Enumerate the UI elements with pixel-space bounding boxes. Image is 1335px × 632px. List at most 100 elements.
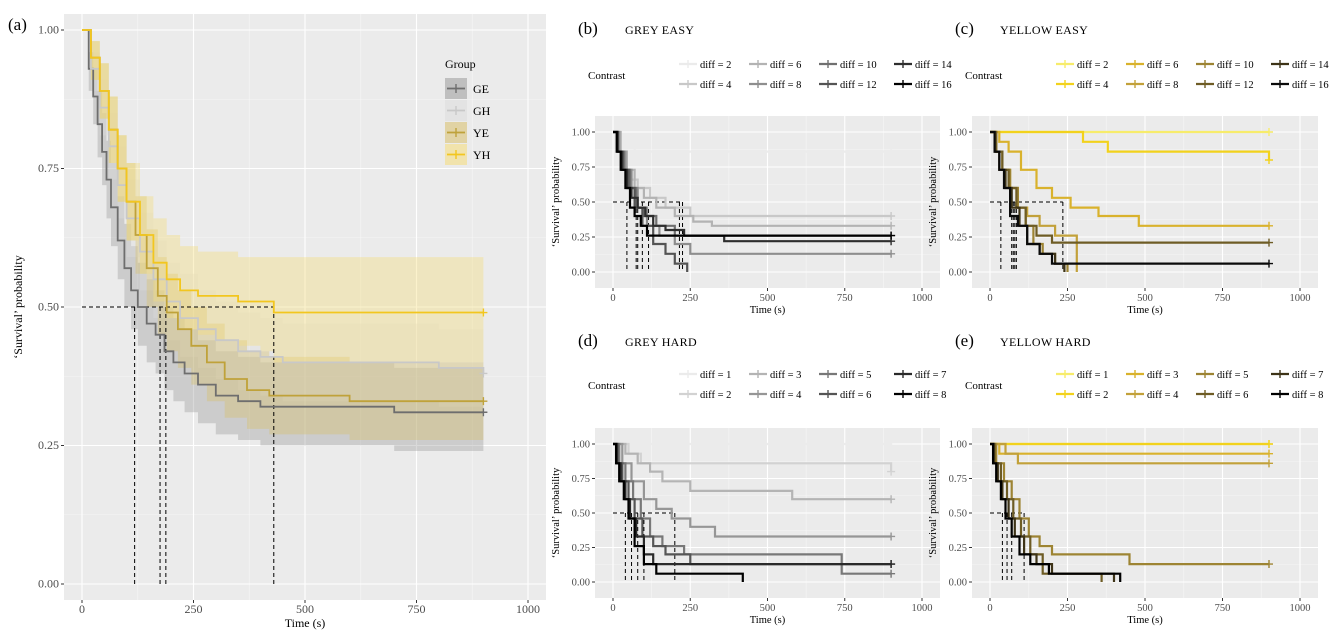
- survival-curve-diff-4: [990, 442, 1269, 465]
- x-axis-label: Time (s): [1127, 615, 1163, 626]
- y-tick-label: 1.00: [949, 440, 967, 451]
- legend-item: diff = 3: [1147, 370, 1178, 381]
- y-tick-label: 0.75: [949, 474, 967, 485]
- legend-item: diff = 4: [770, 390, 802, 401]
- legend-item: diff = 8: [770, 80, 801, 91]
- panel-b: (b) GREY EASY 0 250 500 750 1000 0.00 0.25 0.50 0.…: [551, 19, 952, 316]
- legend-item: diff = 4: [700, 80, 732, 91]
- y-tick-label: 0.50: [949, 509, 967, 520]
- censor-mark: [1265, 449, 1273, 458]
- survival-curve-diff-4: [613, 442, 892, 538]
- y-tick-label: 0.25: [949, 233, 967, 244]
- legend-title: Contrast: [588, 380, 625, 392]
- x-axis-label: Time (s): [285, 616, 326, 630]
- confidence-band-ge: [82, 30, 484, 451]
- censor-mark: [1265, 560, 1273, 569]
- x-tick-label: 750: [837, 293, 853, 304]
- survival-curve-gh: [82, 29, 485, 374]
- y-axis-label: ‘Survival’ probability: [551, 467, 562, 558]
- legend-title: Contrast: [965, 380, 1002, 392]
- legend-item: GE: [473, 82, 489, 96]
- legend-title: Contrast: [588, 70, 625, 82]
- censor-mark: [1265, 259, 1273, 268]
- censor-mark: [887, 449, 896, 458]
- x-tick-label: 1000: [912, 293, 933, 304]
- confidence-band-yh: [82, 30, 484, 363]
- x-tick-label: 500: [1137, 293, 1153, 304]
- censor-mark: [887, 212, 896, 220]
- x-tick-label: 250: [682, 293, 698, 304]
- panel-d: (d) GREY HARD 0 250 500 750 1000 0.00 0.25 0.50 0.…: [551, 331, 946, 626]
- legend-item: diff = 12: [1217, 80, 1254, 91]
- censor-mark: [887, 231, 896, 240]
- legend-item: YH: [473, 148, 491, 162]
- y-tick-label: 0.50: [949, 198, 967, 209]
- censor-mark: [1265, 221, 1273, 230]
- x-tick-label: 0: [610, 293, 615, 304]
- x-tick-label: 250: [682, 603, 698, 614]
- survival-curve-diff-8: [613, 442, 744, 582]
- censor-mark: [887, 495, 896, 504]
- y-tick-label: 0.25: [949, 543, 967, 554]
- legend-item: diff = 10: [1217, 60, 1254, 71]
- censor-mark: [887, 147, 896, 156]
- panel-label: (a): [8, 15, 27, 34]
- censor-mark: [1265, 459, 1273, 468]
- x-axis-label: Time (s): [1127, 305, 1163, 316]
- panel-title: YELLOW EASY: [1000, 23, 1088, 37]
- y-tick-label: 0.50: [38, 300, 59, 314]
- y-tick-label: 0.75: [38, 161, 59, 175]
- censor-mark: [479, 408, 488, 417]
- panel-e: (e) YELLOW HARD 0 250 500 750 1000 0.00 0.25 0.50…: [928, 331, 1323, 626]
- legend-item: diff = 5: [1217, 370, 1248, 381]
- x-tick-label: 0: [79, 602, 85, 616]
- censor-mark: [887, 467, 896, 476]
- y-tick-label: 0.00: [572, 578, 590, 589]
- x-tick-label: 750: [408, 602, 426, 616]
- legend-item: diff = 5: [840, 370, 871, 381]
- panel-a: (a) 0 250 500 750 1000 0.00 0.25 0.50 0.75 1.00 Tim…: [8, 14, 546, 630]
- y-tick-label: 1.00: [38, 23, 59, 37]
- censor-mark: [1265, 128, 1273, 136]
- legend-item: diff = 6: [770, 60, 801, 71]
- x-tick-label: 250: [185, 602, 203, 616]
- panel-label: (b): [578, 19, 598, 38]
- legend-item: diff = 2: [1077, 390, 1108, 401]
- legend-item: diff = 16: [1292, 80, 1329, 91]
- x-tick-label: 500: [760, 293, 776, 304]
- survival-curve-diff-4: [990, 130, 1271, 160]
- survival-curve-diff-16: [613, 130, 892, 237]
- y-tick-label: 0.00: [949, 578, 967, 589]
- x-tick-label: 0: [987, 293, 992, 304]
- y-axis-label: ‘Survival’ probability: [551, 156, 562, 247]
- survival-curve-diff-8: [990, 442, 1122, 582]
- x-tick-label: 750: [1215, 603, 1231, 614]
- y-tick-label: 0.50: [572, 198, 590, 209]
- legend-item: diff = 2: [700, 390, 731, 401]
- censor-mark: [887, 532, 896, 541]
- legend-item: diff = 1: [700, 370, 731, 381]
- x-tick-label: 1000: [1290, 293, 1311, 304]
- censor-mark: [1265, 238, 1273, 247]
- legend-item: diff = 10: [840, 60, 877, 71]
- legend-item: diff = 16: [915, 80, 952, 91]
- x-tick-label: 500: [760, 603, 776, 614]
- y-tick-label: 0.00: [38, 577, 59, 591]
- censor-mark: [479, 397, 488, 406]
- x-tick-label: 250: [1060, 603, 1076, 614]
- x-tick-label: 500: [1137, 603, 1153, 614]
- x-tick-label: 1000: [912, 603, 933, 614]
- x-tick-label: 250: [1060, 293, 1076, 304]
- y-tick-label: 0.75: [572, 163, 590, 174]
- legend-item: diff = 3: [770, 370, 801, 381]
- legend-item: diff = 7: [1292, 370, 1323, 381]
- legend-item: diff = 4: [1077, 80, 1109, 91]
- survival-curve-diff-2: [613, 442, 893, 472]
- censor-mark: [887, 560, 896, 569]
- y-tick-label: 0.75: [572, 474, 590, 485]
- panel-label: (d): [578, 331, 598, 350]
- legend-item: GH: [473, 104, 491, 118]
- survival-curve-diff-3: [613, 442, 892, 501]
- x-tick-label: 1000: [516, 602, 540, 616]
- survival-curve-diff-5: [990, 442, 1269, 566]
